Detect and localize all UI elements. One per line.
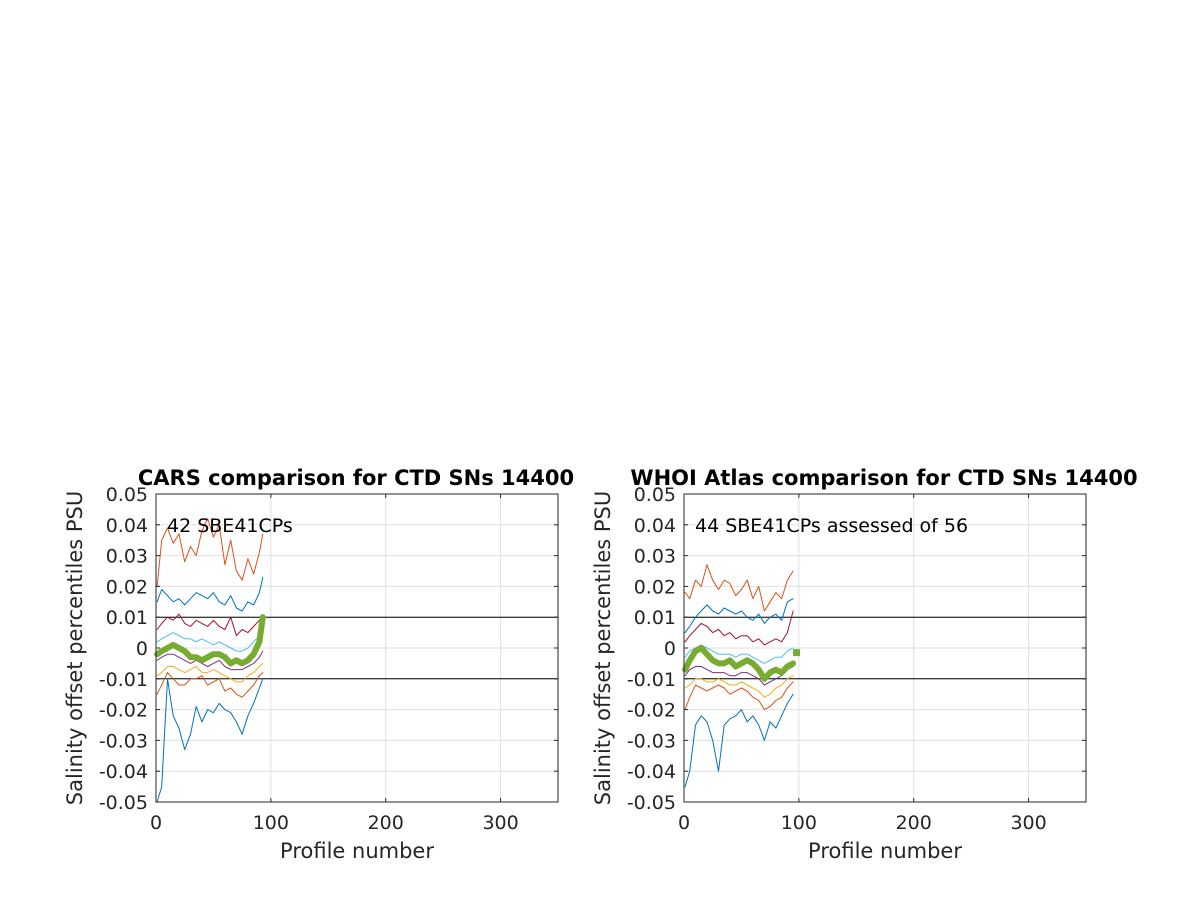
y-tick-label: -0.03 <box>627 730 676 752</box>
y-tick-label: 0 <box>664 638 676 660</box>
percentile-line-7 <box>684 598 794 634</box>
percentile-line-4 <box>156 650 264 671</box>
x-tick-label: 300 <box>482 812 518 834</box>
percentile-line-8 <box>156 518 264 587</box>
y-tick-label: 0.05 <box>634 484 676 506</box>
y-tick-label: 0.03 <box>634 546 676 568</box>
axis-ticks: 0 100 200 300 -0.05 -0.04 -0.03 -0.02 -0.01 0 0.01… <box>627 484 1086 834</box>
percentile-line-6 <box>684 610 794 646</box>
x-tick-label: 200 <box>368 812 404 834</box>
sensor-count-annotation: 44 SBE41CPs assessed of 56 <box>695 515 968 537</box>
percentile-line-3 <box>156 662 264 683</box>
x-tick-label: 300 <box>1010 812 1046 834</box>
x-tick-label: 0 <box>150 812 162 834</box>
plot-area-layers: 0 100 200 300 -0.05 -0.04 -0.03 -0.02 -0.01 0 0.01… <box>99 484 559 834</box>
x-tick-label: 200 <box>896 812 932 834</box>
y-tick-label: -0.05 <box>99 792 148 814</box>
data-series <box>154 518 266 803</box>
y-tick-label: 0.01 <box>634 607 676 629</box>
y-axis-label: Salinity offset percentiles PSU <box>63 491 87 805</box>
percentile-line-8 <box>684 564 794 612</box>
y-axis-label: Salinity offset percentiles PSU <box>591 491 615 805</box>
y-tick-label: 0.03 <box>106 546 148 568</box>
sensor-count-annotation: 42 SBE41CPs <box>167 515 293 537</box>
y-tick-label: -0.04 <box>627 761 676 783</box>
median-marker <box>793 649 801 657</box>
axis-ticks: 0 100 200 300 -0.05 -0.04 -0.03 -0.02 -0.01 0 0.01… <box>99 484 558 834</box>
x-tick-label: 100 <box>781 812 817 834</box>
median-offset-line <box>682 645 797 682</box>
reference-lines <box>156 616 558 680</box>
percentile-line-2 <box>684 681 794 711</box>
y-tick-label: -0.02 <box>627 700 676 722</box>
percentile-line-4 <box>684 666 794 686</box>
y-tick-label: -0.01 <box>627 669 676 691</box>
percentile-line-7 <box>156 576 264 612</box>
y-tick-label: -0.04 <box>99 761 148 783</box>
x-axis-label: Profile number <box>808 839 962 863</box>
reference-lines <box>684 616 1086 680</box>
x-tick-label: 100 <box>253 812 289 834</box>
y-tick-label: 0 <box>136 638 148 660</box>
y-tick-label: 0.05 <box>106 484 148 506</box>
y-tick-label: -0.01 <box>99 669 148 691</box>
y-tick-label: -0.02 <box>99 700 148 722</box>
percentile-line-2 <box>156 672 264 698</box>
y-tick-label: 0.01 <box>106 607 148 629</box>
grid-lines <box>155 493 558 803</box>
cars-comparison-panel: 0 100 200 300 -0.05 -0.04 -0.03 -0.02 -0.01 0 0.01… <box>63 466 574 863</box>
x-axis-label: Profile number <box>280 839 434 863</box>
y-tick-label: 0.04 <box>106 515 148 537</box>
x-tick-label: 0 <box>678 812 690 834</box>
percentile-line-1 <box>684 693 794 788</box>
y-tick-label: 0.02 <box>106 576 148 598</box>
y-tick-label: 0.04 <box>634 515 676 537</box>
whoi-atlas-comparison-panel: 0 100 200 300 -0.05 -0.04 -0.03 -0.02 -0.01 0 0.01… <box>591 466 1138 863</box>
chart-title: WHOI Atlas comparison for CTD SNs 14400 <box>630 466 1137 490</box>
data-markers <box>793 649 801 657</box>
y-tick-label: -0.05 <box>627 792 676 814</box>
data-series <box>682 564 797 788</box>
percentile-line-5 <box>156 632 264 652</box>
median-offset-line <box>154 614 266 667</box>
grid-lines <box>683 493 1086 803</box>
y-tick-label: -0.03 <box>99 730 148 752</box>
plot-area-layers: 0 100 200 300 -0.05 -0.04 -0.03 -0.02 -0.01 0 0.01… <box>627 484 1087 834</box>
y-tick-label: 0.02 <box>634 576 676 598</box>
percentile-line-6 <box>156 613 264 637</box>
chart-title: CARS comparison for CTD SNs 14400 <box>138 466 574 490</box>
percentile-line-1 <box>156 678 264 803</box>
percentile-line-3 <box>684 675 794 698</box>
